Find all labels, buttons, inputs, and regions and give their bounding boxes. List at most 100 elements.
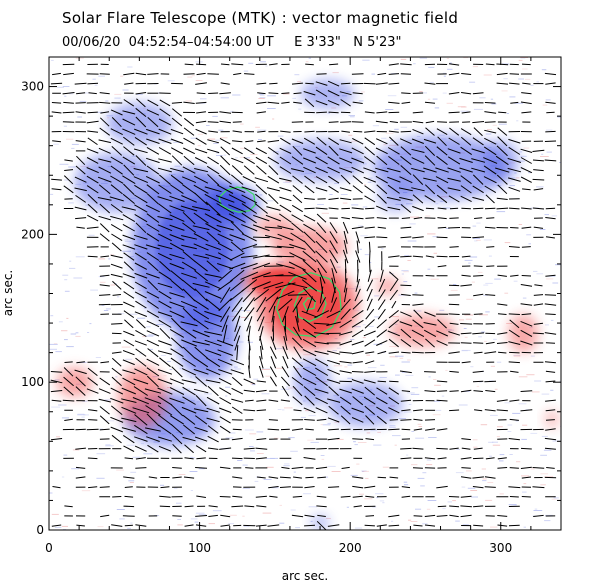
- noise-streak: [379, 377, 387, 378]
- field-vector: [193, 254, 210, 259]
- noise-streak: [98, 258, 106, 260]
- noise-streak: [258, 98, 265, 99]
- field-vector: [268, 476, 279, 479]
- field-vector: [157, 378, 173, 385]
- noise-streak: [303, 493, 311, 495]
- field-vector: [352, 185, 363, 194]
- field-vector: [241, 194, 258, 204]
- noise-streak: [491, 103, 497, 105]
- field-vector: [169, 234, 185, 241]
- field-vector: [195, 82, 207, 85]
- noise-streak: [366, 432, 371, 434]
- field-vector: [204, 339, 222, 347]
- noise-streak: [137, 317, 146, 319]
- field-vector: [256, 476, 266, 479]
- field-vector: [448, 351, 460, 354]
- noise-streak: [225, 386, 231, 388]
- field-vector: [449, 217, 459, 219]
- field-vector: [400, 419, 412, 421]
- field-vector: [508, 246, 520, 248]
- noise-streak: [77, 116, 82, 118]
- field-vector: [484, 476, 496, 479]
- noise-streak: [63, 454, 68, 456]
- field-vector: [533, 322, 544, 325]
- field-vector: [269, 82, 278, 85]
- field-vector: [195, 128, 207, 135]
- field-vector: [283, 325, 288, 341]
- field-vector: [147, 117, 159, 128]
- field-vector: [447, 167, 461, 173]
- field-vector: [99, 486, 110, 488]
- field-vector: [193, 233, 209, 242]
- noise-streak: [346, 506, 349, 508]
- field-vector: [255, 147, 267, 155]
- field-vector: [484, 121, 496, 123]
- field-vector: [135, 116, 147, 128]
- field-vector: [412, 205, 424, 212]
- field-vector: [376, 387, 388, 395]
- field-vector: [146, 157, 160, 164]
- noise-streak: [236, 325, 239, 327]
- field-vector: [352, 299, 363, 310]
- field-vector: [252, 254, 270, 259]
- field-vector: [256, 82, 267, 85]
- noise-streak: [73, 277, 83, 279]
- noise-streak: [506, 323, 513, 324]
- field-vector: [232, 140, 243, 143]
- noise-streak: [240, 123, 244, 125]
- field-vector: [205, 253, 222, 260]
- noise-streak: [375, 493, 384, 495]
- field-vector: [364, 185, 376, 194]
- noise-streak: [353, 441, 356, 443]
- noise-streak: [215, 139, 221, 141]
- field-vector: [364, 236, 376, 239]
- noise-streak: [271, 487, 279, 489]
- noise-streak: [410, 216, 419, 218]
- field-vector: [134, 213, 148, 223]
- noise-streak: [206, 125, 210, 126]
- field-vector: [181, 195, 197, 203]
- noise-streak: [277, 409, 282, 410]
- field-vector: [182, 176, 197, 184]
- field-vector: [545, 82, 556, 85]
- field-vector: [147, 73, 159, 75]
- field-vector: [122, 369, 136, 375]
- noise-streak: [496, 436, 500, 438]
- field-vector: [172, 443, 182, 454]
- field-vector: [234, 315, 241, 332]
- field-vector: [305, 428, 314, 431]
- field-vector: [388, 338, 399, 348]
- field-vector: [449, 505, 460, 508]
- negative-polarity-region: [274, 139, 366, 182]
- field-vector: [169, 378, 185, 385]
- field-vector: [355, 231, 360, 244]
- field-vector: [63, 185, 74, 194]
- noise-streak: [167, 80, 175, 82]
- field-vector: [75, 217, 87, 220]
- noise-streak: [305, 410, 310, 412]
- noise-streak: [261, 393, 270, 395]
- field-vector: [87, 377, 99, 386]
- positive-polarity-region: [544, 410, 560, 428]
- field-vector: [100, 111, 110, 114]
- field-vector: [291, 82, 303, 85]
- field-vector: [328, 486, 340, 488]
- field-vector: [122, 175, 136, 185]
- noise-streak: [327, 422, 331, 424]
- noise-streak: [366, 354, 371, 356]
- noise-streak: [51, 406, 60, 408]
- field-vector: [387, 147, 400, 155]
- field-vector: [401, 390, 411, 392]
- noise-streak: [347, 377, 353, 379]
- field-vector: [218, 298, 232, 312]
- noise-streak: [293, 223, 299, 225]
- field-vector: [544, 437, 557, 441]
- field-vector: [315, 207, 328, 210]
- field-vector: [424, 390, 436, 393]
- field-vector: [122, 193, 135, 204]
- field-vector: [521, 275, 532, 277]
- field-vector: [145, 244, 160, 250]
- noise-streak: [476, 239, 481, 241]
- field-vector: [401, 495, 411, 498]
- field-vector: [412, 303, 424, 306]
